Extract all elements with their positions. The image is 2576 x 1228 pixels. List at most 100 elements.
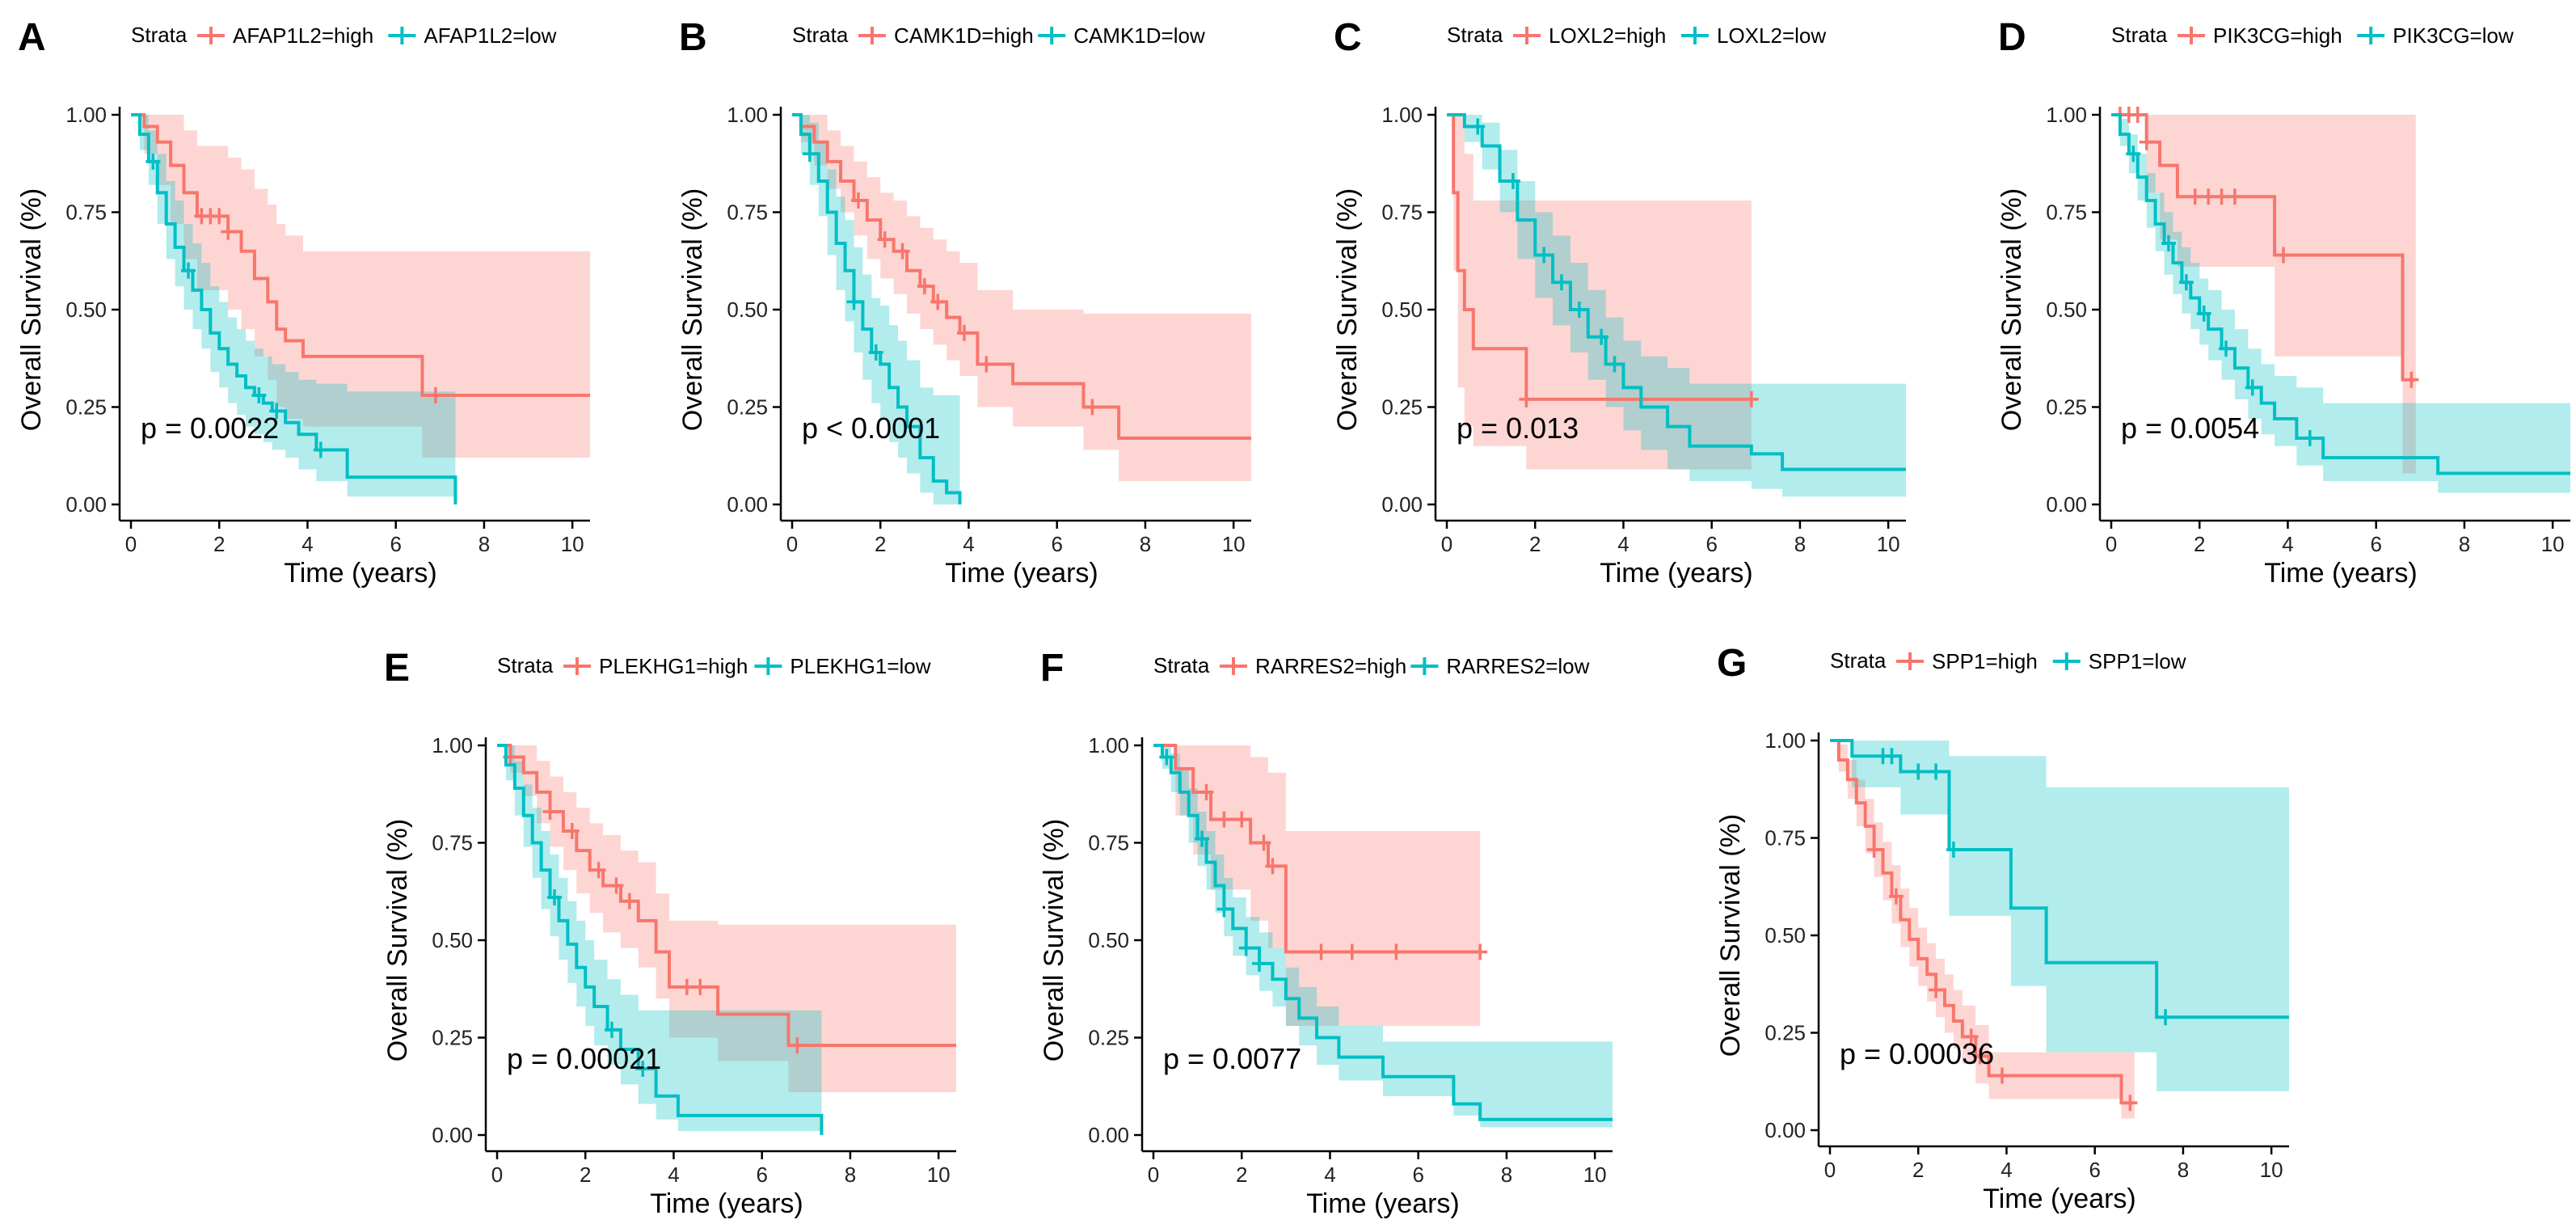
- censor-mark-high: [930, 293, 946, 310]
- x-tick-label: 2: [875, 532, 886, 556]
- censor-mark-low: [181, 262, 196, 279]
- legend-entry: RARRES2=high: [1255, 654, 1406, 678]
- panel-letter: E: [384, 647, 410, 690]
- censor-mark-low: [2178, 274, 2194, 291]
- x-tick-label: 0: [1441, 532, 1452, 556]
- panel-d: D Strata PIK3CG=high PIK3CG=low 0.00 0.25 0.50…: [1996, 16, 2570, 589]
- censor-mark-low: [868, 344, 883, 361]
- x-tick-label: 4: [2282, 532, 2293, 556]
- censor-mark-high: [212, 208, 227, 225]
- y-tick-label: 1.00: [1764, 728, 1806, 753]
- survival-curve-high: [792, 113, 1251, 441]
- panel-letter: B: [679, 16, 707, 59]
- x-tick-label: 2: [580, 1163, 591, 1187]
- panel-letter: C: [1334, 16, 1362, 59]
- x-tick-label: 4: [1617, 532, 1629, 556]
- censor-mark-high: [1313, 943, 1329, 960]
- survival-curve-low: [131, 113, 457, 504]
- y-tick-label: 1.00: [2046, 103, 2087, 127]
- y-tick-label: 0.50: [1088, 928, 1129, 952]
- y-tick-label: 0.75: [2046, 200, 2087, 225]
- legend-entry: RARRES2=low: [1446, 654, 1589, 678]
- censor-mark-high: [790, 1037, 805, 1054]
- x-axis-title: Time (years): [284, 558, 437, 589]
- censor-mark-low: [802, 146, 817, 162]
- x-tick-label: 6: [1412, 1163, 1423, 1187]
- y-tick-label: 0.00: [727, 492, 768, 517]
- censor-mark-high: [1389, 943, 1404, 960]
- survival-curve-low: [497, 744, 824, 1135]
- x-tick-label: 0: [786, 532, 798, 556]
- censor-mark-high: [1199, 783, 1214, 800]
- y-tick-label: 0.75: [432, 831, 473, 855]
- survival-curve-high: [131, 113, 590, 398]
- x-tick-label: 6: [390, 532, 401, 556]
- censor-mark-high: [957, 324, 972, 341]
- x-tick-label: 10: [1222, 532, 1246, 556]
- censor-mark-high: [1866, 841, 1882, 858]
- censor-mark-high: [591, 862, 606, 879]
- y-tick-label: 0.25: [432, 1026, 473, 1050]
- y-tick-label: 0.25: [2046, 395, 2087, 420]
- y-tick-label: 0.50: [1764, 923, 1806, 947]
- censor-mark-low: [635, 1061, 651, 1078]
- censor-mark-low: [846, 293, 862, 310]
- ci-band-low: [1830, 741, 2289, 1091]
- censor-mark-low: [547, 888, 562, 905]
- survival-curve-low: [792, 113, 962, 504]
- y-tick-label: 0.50: [1381, 298, 1423, 322]
- censor-mark-high: [428, 387, 443, 404]
- x-tick-label: 0: [1148, 1163, 1159, 1187]
- x-tick-label: 4: [2001, 1158, 2012, 1182]
- y-axis-title: Overall Survival (%): [1715, 814, 1746, 1057]
- y-tick-label: 0.00: [432, 1123, 473, 1147]
- y-tick-label: 0.75: [1764, 826, 1806, 850]
- censor-mark-low: [1607, 356, 1622, 373]
- y-tick-label: 0.75: [727, 200, 768, 225]
- p-value: p = 0.00036: [1840, 1037, 1994, 1070]
- legend-entry: PIK3CG=low: [2393, 23, 2514, 48]
- censor-mark-low: [1929, 763, 1944, 780]
- x-axis-title: Time (years): [1983, 1184, 2136, 1214]
- y-tick-label: 0.75: [1088, 831, 1129, 855]
- censor-mark-low: [2196, 305, 2211, 322]
- panel-g: G Strata SPP1=high SPP1=low 0.00 0.25 0.50 0.75…: [1715, 642, 2289, 1214]
- x-tick-label: 2: [1236, 1163, 1247, 1187]
- censor-mark-high: [1216, 811, 1232, 828]
- x-tick-label: 6: [756, 1163, 767, 1187]
- panel-a: A Strata AFAP1L2=high AFAP1L2=low 0.00 0.25 0.…: [16, 16, 590, 589]
- x-axis-title: Time (years): [945, 558, 1098, 589]
- legend-strata-label: Strata: [1830, 648, 1887, 673]
- x-tick-label: 8: [1794, 532, 1806, 556]
- panel-f: F Strata RARRES2=high RARRES2=low 0.00 0.25 0.…: [1039, 647, 1613, 1219]
- censor-mark-high: [2214, 188, 2229, 205]
- survival-curve-low: [1153, 744, 1613, 1121]
- y-tick-label: 0.00: [65, 492, 107, 517]
- censor-mark-high: [1963, 1028, 1979, 1045]
- panel-c: C Strata LOXL2=high LOXL2=low 0.00 0.25 0.50 0.…: [1332, 16, 1906, 589]
- censor-mark-low: [269, 403, 285, 420]
- censor-mark-high: [2404, 371, 2419, 388]
- x-tick-label: 8: [2178, 1158, 2189, 1182]
- survival-curve-low: [1830, 739, 2289, 1019]
- censor-mark-low: [1195, 830, 1210, 847]
- censor-mark-high: [1473, 943, 1488, 960]
- ci-band-high: [792, 115, 1251, 482]
- censor-mark-low: [1911, 763, 1926, 780]
- ci-band-low: [2111, 115, 2570, 493]
- y-axis-title: Overall Survival (%): [1332, 188, 1363, 431]
- censor-mark-low: [1216, 901, 1232, 918]
- x-tick-label: 6: [2370, 532, 2381, 556]
- ci-band-high: [1153, 745, 1481, 1027]
- y-tick-label: 0.25: [1381, 395, 1423, 420]
- y-tick-label: 0.25: [1088, 1026, 1129, 1050]
- x-tick-label: 10: [1877, 532, 1900, 556]
- x-tick-label: 8: [2459, 532, 2470, 556]
- y-tick-label: 1.00: [1088, 733, 1129, 757]
- p-value: p = 0.0022: [141, 411, 279, 445]
- censor-mark-high: [917, 278, 932, 295]
- panel-letter: F: [1040, 647, 1064, 690]
- p-value: p = 0.0054: [2121, 411, 2259, 445]
- censor-mark-low: [1884, 748, 1899, 765]
- censor-mark-low: [1252, 955, 1267, 972]
